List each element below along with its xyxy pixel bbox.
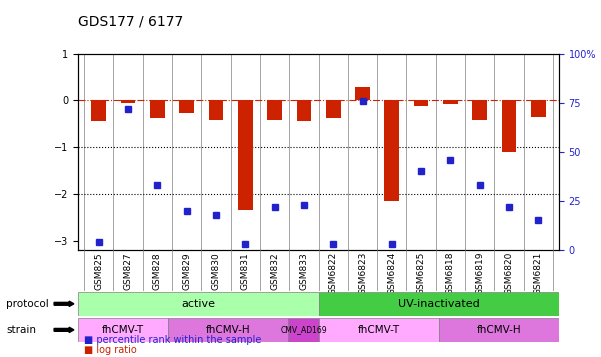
Text: active: active	[182, 299, 215, 309]
Text: fhCMV-H: fhCMV-H	[206, 325, 251, 335]
Text: ■ percentile rank within the sample: ■ percentile rank within the sample	[84, 335, 261, 345]
FancyBboxPatch shape	[439, 318, 559, 342]
FancyBboxPatch shape	[78, 292, 319, 316]
FancyBboxPatch shape	[288, 318, 319, 342]
Bar	[355, 87, 370, 100]
Text: GSM827: GSM827	[123, 252, 132, 290]
Text: GSM828: GSM828	[153, 252, 162, 290]
Bar	[209, 100, 223, 120]
Bar	[91, 100, 106, 121]
Bar	[472, 100, 487, 120]
Bar	[121, 100, 135, 102]
Text: GSM830: GSM830	[212, 252, 221, 290]
FancyBboxPatch shape	[319, 318, 439, 342]
FancyBboxPatch shape	[319, 292, 559, 316]
FancyBboxPatch shape	[168, 318, 288, 342]
Text: fhCMV-T: fhCMV-T	[102, 325, 144, 335]
Bar	[296, 100, 311, 121]
Bar	[326, 100, 341, 118]
Text: GSM831: GSM831	[241, 252, 250, 290]
Text: CMV_AD169: CMV_AD169	[280, 325, 327, 335]
Text: GSM6818: GSM6818	[446, 252, 455, 296]
Text: GSM6824: GSM6824	[387, 252, 396, 295]
Text: strain: strain	[6, 325, 36, 335]
Text: GSM825: GSM825	[94, 252, 103, 290]
Text: GDS177 / 6177: GDS177 / 6177	[78, 14, 183, 28]
Text: GSM6819: GSM6819	[475, 252, 484, 296]
Text: fhCMV-T: fhCMV-T	[358, 325, 400, 335]
Bar	[179, 100, 194, 114]
Bar	[502, 100, 516, 152]
Text: ■ log ratio: ■ log ratio	[84, 345, 137, 355]
Text: GSM833: GSM833	[299, 252, 308, 290]
Text: GSM6821: GSM6821	[534, 252, 543, 295]
Text: GSM6823: GSM6823	[358, 252, 367, 295]
FancyBboxPatch shape	[78, 318, 168, 342]
Bar	[385, 100, 399, 201]
Bar	[443, 100, 458, 104]
Bar	[150, 100, 165, 118]
Text: UV-inactivated: UV-inactivated	[398, 299, 480, 309]
Text: GSM829: GSM829	[182, 252, 191, 290]
Text: GSM6820: GSM6820	[505, 252, 514, 295]
Bar	[238, 100, 252, 210]
Text: GSM832: GSM832	[270, 252, 279, 290]
Text: GSM6825: GSM6825	[416, 252, 426, 295]
Bar	[414, 100, 429, 106]
Text: protocol: protocol	[6, 299, 49, 309]
Text: fhCMV-H: fhCMV-H	[477, 325, 521, 335]
Text: GSM6822: GSM6822	[329, 252, 338, 295]
Bar	[531, 100, 546, 117]
Bar	[267, 100, 282, 120]
